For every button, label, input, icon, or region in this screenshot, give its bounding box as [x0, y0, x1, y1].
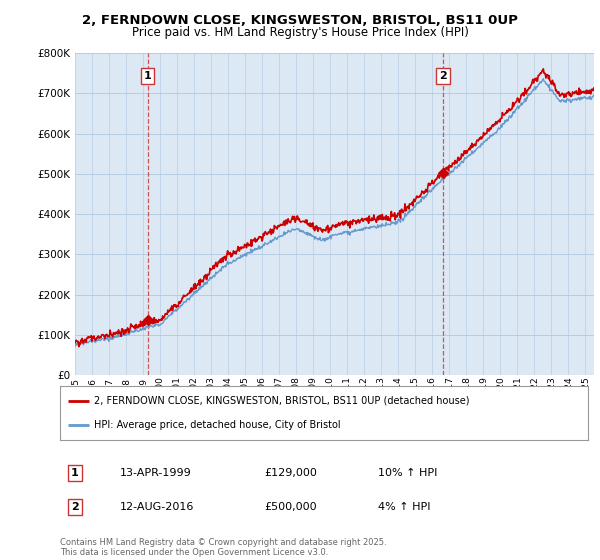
Text: £500,000: £500,000 — [264, 502, 317, 512]
Text: Price paid vs. HM Land Registry's House Price Index (HPI): Price paid vs. HM Land Registry's House … — [131, 26, 469, 39]
Text: 2: 2 — [71, 502, 79, 512]
Text: 1: 1 — [71, 468, 79, 478]
Text: 2, FERNDOWN CLOSE, KINGSWESTON, BRISTOL, BS11 0UP: 2, FERNDOWN CLOSE, KINGSWESTON, BRISTOL,… — [82, 14, 518, 27]
Text: 4% ↑ HPI: 4% ↑ HPI — [378, 502, 431, 512]
Text: 13-APR-1999: 13-APR-1999 — [120, 468, 192, 478]
Text: HPI: Average price, detached house, City of Bristol: HPI: Average price, detached house, City… — [94, 420, 341, 430]
Text: 10% ↑ HPI: 10% ↑ HPI — [378, 468, 437, 478]
Text: Contains HM Land Registry data © Crown copyright and database right 2025.
This d: Contains HM Land Registry data © Crown c… — [60, 538, 386, 557]
Text: 2: 2 — [439, 71, 447, 81]
Text: 2, FERNDOWN CLOSE, KINGSWESTON, BRISTOL, BS11 0UP (detached house): 2, FERNDOWN CLOSE, KINGSWESTON, BRISTOL,… — [94, 396, 470, 406]
Text: 1: 1 — [144, 71, 152, 81]
Text: 12-AUG-2016: 12-AUG-2016 — [120, 502, 194, 512]
Text: £129,000: £129,000 — [264, 468, 317, 478]
